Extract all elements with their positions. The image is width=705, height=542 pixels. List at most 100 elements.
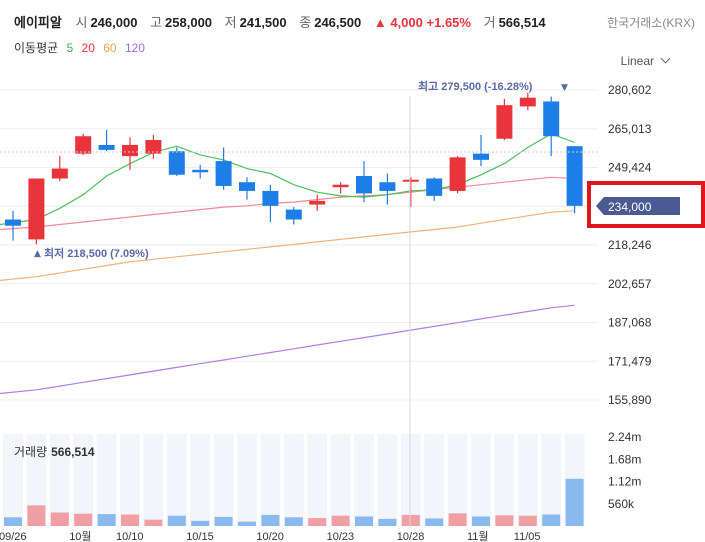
high-label: 고 bbox=[150, 15, 163, 30]
candle-body bbox=[379, 182, 396, 191]
y-tick-label: 155,890 bbox=[608, 393, 652, 407]
volume-bar bbox=[97, 514, 116, 526]
candle-body bbox=[426, 178, 443, 196]
volume-column-bg bbox=[3, 434, 23, 526]
x-date-label: 10/15 bbox=[186, 531, 214, 542]
candle-body bbox=[543, 101, 560, 137]
volume-bar bbox=[167, 515, 186, 526]
volume-bar bbox=[472, 516, 490, 526]
ma-label: 이동평균 bbox=[14, 41, 59, 55]
x-date-label: 10/10 bbox=[116, 531, 144, 542]
y-tick-label: 280,602 bbox=[608, 83, 652, 97]
volume-column-bg bbox=[471, 434, 491, 526]
candle-body bbox=[309, 200, 326, 205]
x-date-label: 10/20 bbox=[256, 531, 284, 542]
candle-body bbox=[28, 178, 45, 240]
high-value: 258,000 bbox=[165, 15, 213, 30]
volume-bar bbox=[331, 515, 350, 526]
volume-column-bg bbox=[447, 434, 468, 526]
close-value: 246,500 bbox=[314, 15, 362, 30]
ma-20[interactable]: 20 bbox=[81, 41, 95, 55]
volume-column-bg bbox=[330, 434, 351, 526]
price-header: 에이피알 시 246,000 고 258,000 저 241,500 종 246,500… bbox=[14, 12, 555, 31]
candle-body bbox=[122, 144, 138, 157]
ma5-line bbox=[0, 133, 575, 226]
volume-column-bg bbox=[517, 434, 538, 526]
volume-column-bg bbox=[166, 434, 187, 526]
y-tick-label: 202,657 bbox=[608, 277, 652, 291]
volume-column-bg bbox=[213, 434, 234, 526]
volume-column-bg bbox=[73, 434, 94, 526]
candle-body bbox=[168, 151, 185, 175]
candle-body bbox=[98, 144, 115, 150]
volume-column-bg bbox=[49, 434, 70, 526]
x-date-label: 09/26 bbox=[0, 531, 27, 542]
close-label: 종 bbox=[299, 15, 312, 30]
candle-body bbox=[332, 184, 349, 188]
candle-body bbox=[496, 105, 513, 139]
current-price-highlight bbox=[587, 181, 705, 228]
volume-value: 566,514 bbox=[498, 15, 546, 30]
candle-body bbox=[239, 182, 255, 191]
candle-body bbox=[285, 209, 302, 220]
volume-column-bg bbox=[283, 434, 304, 526]
volume-bar bbox=[261, 514, 280, 526]
volume-tick-label: 1.68m bbox=[608, 452, 641, 466]
scale-dropdown[interactable]: Linear bbox=[620, 53, 671, 68]
moving-average-legend: 이동평균 5 20 60 120 bbox=[14, 39, 150, 56]
volume-bar bbox=[284, 517, 303, 526]
candle-body bbox=[192, 169, 209, 173]
volume-bar bbox=[191, 520, 210, 526]
volume-bar bbox=[425, 518, 444, 526]
volume-label: 거 bbox=[483, 15, 496, 30]
volume-bar bbox=[50, 512, 69, 526]
open-value: 246,000 bbox=[90, 15, 138, 30]
x-date-label: 10/28 bbox=[397, 531, 425, 542]
volume-tick-label: 2.24m bbox=[608, 430, 641, 444]
volume-bar bbox=[565, 478, 584, 526]
ma-5[interactable]: 5 bbox=[66, 41, 74, 55]
volume-tick-label: 560k bbox=[608, 497, 635, 511]
max-marker-icon: ▼ bbox=[561, 83, 568, 93]
volume-column-bg bbox=[120, 434, 140, 526]
ma-120[interactable]: 120 bbox=[124, 41, 145, 55]
volume-bar bbox=[144, 519, 163, 526]
volume-column-bg bbox=[143, 434, 164, 526]
volume-title: 거래량 bbox=[14, 445, 48, 459]
volume-column-bg bbox=[96, 434, 117, 526]
min-marker-icon: ▲ bbox=[34, 249, 41, 259]
volume-bar bbox=[27, 505, 46, 526]
ma-60[interactable]: 60 bbox=[103, 41, 117, 55]
change-percent: +1.65% bbox=[426, 15, 471, 30]
y-tick-label: 249,424 bbox=[608, 161, 652, 175]
volume-column-bg bbox=[400, 434, 421, 526]
candle-body bbox=[215, 161, 232, 186]
x-date-label: 11/05 bbox=[514, 531, 541, 542]
volume-tick-label: 1.12m bbox=[608, 475, 641, 489]
volume-panel-title: 거래량 566,514 bbox=[14, 443, 95, 460]
change-value: 4,000 bbox=[390, 15, 423, 30]
volume-column-bg bbox=[354, 434, 374, 526]
volume-bar bbox=[355, 516, 373, 526]
y-tick-label: 218,246 bbox=[608, 238, 652, 252]
volume-bar bbox=[542, 514, 561, 526]
volume-column-bg bbox=[26, 434, 47, 526]
volume-total: 566,514 bbox=[51, 445, 95, 459]
volume-column-bg bbox=[377, 434, 398, 526]
volume-column-bg bbox=[307, 434, 328, 526]
candle-body bbox=[75, 136, 92, 154]
candle-body bbox=[5, 219, 21, 226]
volume-column-bg bbox=[541, 434, 562, 526]
volume-column-bg bbox=[424, 434, 445, 526]
volume-column-bg bbox=[260, 434, 281, 526]
x-date-label: 10/23 bbox=[327, 531, 355, 542]
candle-body bbox=[473, 153, 489, 160]
ma60-line bbox=[0, 210, 575, 281]
candle-body bbox=[449, 157, 466, 191]
volume-column-bg bbox=[237, 434, 257, 526]
current-price-value: 234,000 bbox=[608, 200, 652, 214]
candle-body bbox=[402, 179, 419, 182]
scale-label: Linear bbox=[620, 54, 654, 68]
low-value: 241,500 bbox=[239, 15, 287, 30]
